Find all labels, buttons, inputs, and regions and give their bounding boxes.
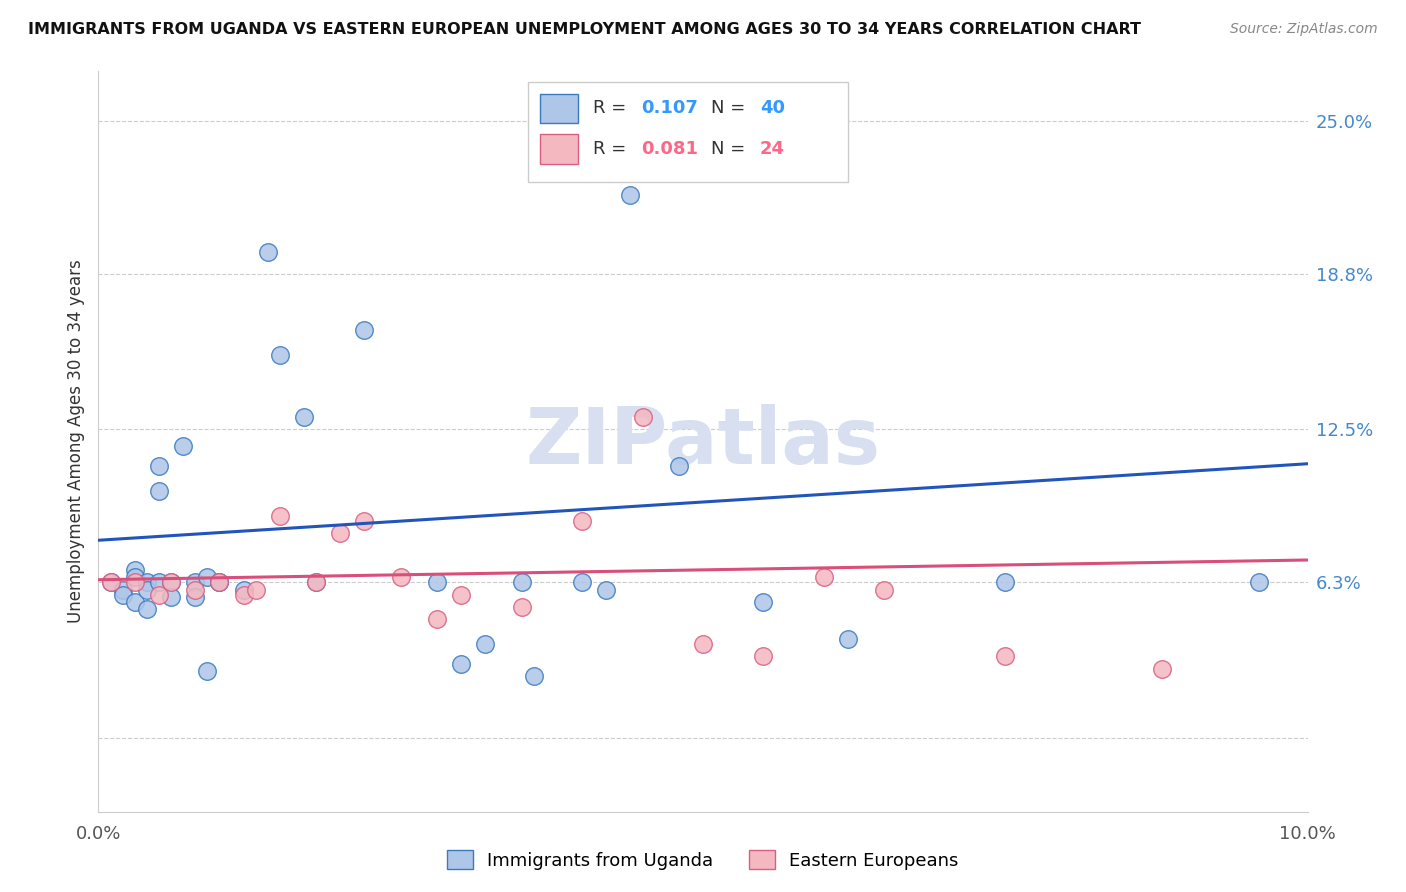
Point (100, 575, 122, 590)
Point (619, 187, 641, 202)
Point (111, 588, 134, 602)
Text: IMMIGRANTS FROM UGANDA VS EASTERN EUROPEAN UNEMPLOYMENT AMONG AGES 30 TO 34 YEAR: IMMIGRANTS FROM UGANDA VS EASTERN EUROPE… (28, 22, 1142, 37)
Point (135, 582, 157, 597)
Point (450, 657, 472, 671)
Point (208, 575, 231, 590)
FancyBboxPatch shape (540, 135, 578, 164)
Legend: Immigrants from Uganda, Eastern Europeans: Immigrants from Uganda, Eastern European… (440, 843, 966, 877)
Point (510, 575, 533, 590)
Point (232, 588, 254, 602)
Point (1249, 575, 1271, 590)
Point (148, 575, 170, 590)
Text: 24: 24 (759, 140, 785, 158)
Point (135, 602, 157, 616)
Point (184, 575, 207, 590)
Point (353, 324, 375, 338)
Point (184, 590, 207, 604)
Point (148, 459, 170, 474)
Point (124, 563, 146, 577)
Point (510, 599, 533, 614)
Point (426, 612, 449, 626)
FancyBboxPatch shape (540, 94, 578, 123)
Text: N =: N = (711, 140, 751, 158)
Point (426, 575, 449, 590)
Point (571, 575, 593, 590)
Point (124, 595, 146, 609)
Point (208, 575, 231, 590)
Y-axis label: Unemployment Among Ages 30 to 34 years: Unemployment Among Ages 30 to 34 years (66, 260, 84, 624)
Point (292, 409, 315, 424)
Point (329, 525, 352, 540)
Point (232, 582, 254, 597)
Point (353, 514, 375, 528)
Point (100, 575, 122, 590)
Point (474, 637, 496, 651)
Point (668, 459, 690, 474)
Point (450, 588, 472, 602)
Point (813, 570, 835, 584)
Text: R =: R = (593, 140, 631, 158)
Point (269, 508, 291, 523)
Text: 0.107: 0.107 (641, 99, 699, 118)
Point (172, 440, 194, 454)
Point (124, 570, 146, 584)
Point (160, 575, 183, 590)
Point (571, 514, 593, 528)
Point (195, 570, 218, 584)
Text: R =: R = (593, 99, 631, 118)
Point (994, 649, 1017, 664)
Point (837, 632, 859, 646)
Point (160, 590, 183, 604)
Text: ZIPatlas: ZIPatlas (526, 403, 880, 480)
Point (994, 575, 1017, 590)
Point (245, 582, 267, 597)
Point (184, 582, 207, 597)
Point (195, 664, 218, 678)
Point (148, 483, 170, 498)
Point (752, 649, 775, 664)
Point (256, 244, 278, 259)
Text: Source: ZipAtlas.com: Source: ZipAtlas.com (1230, 22, 1378, 37)
Text: 40: 40 (759, 99, 785, 118)
Point (305, 575, 328, 590)
Point (208, 575, 231, 590)
Text: N =: N = (711, 99, 751, 118)
Text: 0.081: 0.081 (641, 140, 699, 158)
Point (389, 570, 412, 584)
Point (135, 575, 157, 590)
Point (1152, 662, 1174, 676)
Point (631, 409, 654, 424)
Point (752, 595, 775, 609)
Point (124, 575, 146, 590)
Point (269, 348, 291, 362)
Point (111, 582, 134, 597)
FancyBboxPatch shape (527, 82, 848, 183)
Point (160, 575, 183, 590)
Point (523, 669, 546, 683)
Point (692, 637, 714, 651)
Point (873, 582, 896, 597)
Point (148, 588, 170, 602)
Point (305, 575, 328, 590)
Point (595, 582, 617, 597)
